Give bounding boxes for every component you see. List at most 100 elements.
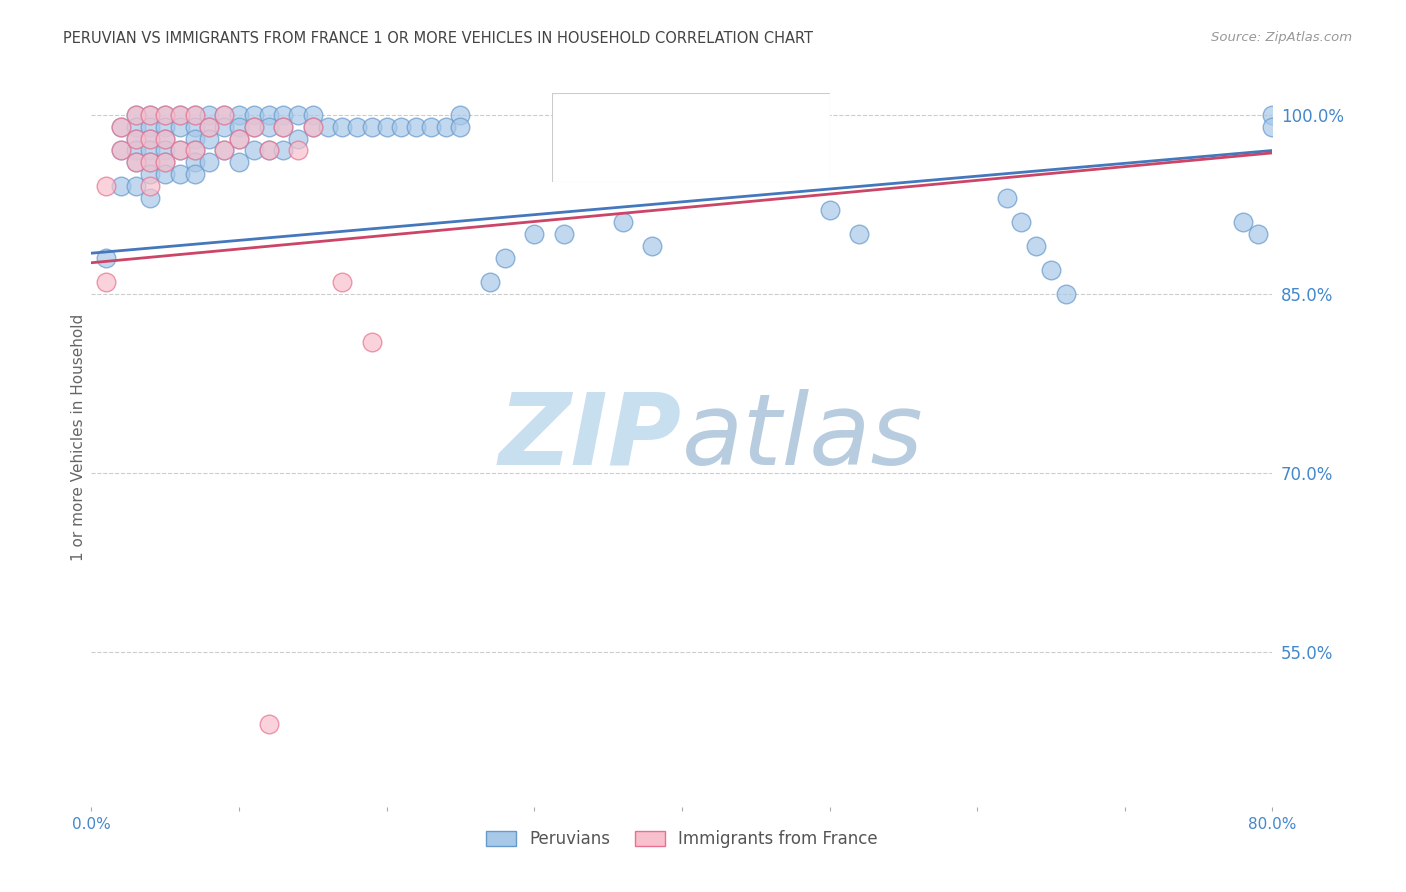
Y-axis label: 1 or more Vehicles in Household: 1 or more Vehicles in Household bbox=[70, 313, 86, 561]
Point bbox=[214, 108, 236, 122]
Point bbox=[124, 131, 148, 145]
Point bbox=[257, 716, 280, 731]
Point bbox=[243, 120, 266, 134]
Point bbox=[110, 120, 132, 134]
Point bbox=[110, 179, 132, 194]
Point bbox=[450, 120, 472, 134]
Point bbox=[389, 120, 413, 134]
Point bbox=[273, 144, 295, 158]
Text: Source: ZipAtlas.com: Source: ZipAtlas.com bbox=[1212, 31, 1353, 45]
Point bbox=[273, 120, 295, 134]
Point bbox=[257, 108, 280, 122]
Point bbox=[124, 155, 148, 169]
Legend: Peruvians, Immigrants from France: Peruvians, Immigrants from France bbox=[479, 823, 884, 855]
Point bbox=[139, 155, 162, 169]
Point bbox=[124, 179, 148, 194]
Point bbox=[139, 144, 162, 158]
Point bbox=[332, 120, 354, 134]
Point bbox=[169, 120, 191, 134]
Point bbox=[153, 131, 177, 145]
Point bbox=[139, 167, 162, 181]
Point bbox=[96, 251, 118, 265]
Point bbox=[641, 239, 664, 253]
Point bbox=[124, 131, 148, 145]
Point bbox=[124, 120, 148, 134]
Text: atlas: atlas bbox=[682, 389, 924, 485]
Point bbox=[1232, 215, 1254, 229]
Point bbox=[169, 144, 191, 158]
Point bbox=[183, 131, 207, 145]
Point bbox=[228, 155, 250, 169]
Point bbox=[153, 155, 177, 169]
Point bbox=[405, 120, 427, 134]
Point bbox=[153, 144, 177, 158]
Point bbox=[169, 108, 191, 122]
Point bbox=[301, 108, 323, 122]
Point bbox=[257, 120, 280, 134]
Point bbox=[139, 120, 162, 134]
Point bbox=[124, 108, 148, 122]
Point bbox=[198, 120, 221, 134]
Point bbox=[198, 131, 221, 145]
Point bbox=[96, 179, 118, 194]
Point bbox=[96, 275, 118, 289]
Point bbox=[1025, 239, 1047, 253]
Point bbox=[139, 131, 162, 145]
Point bbox=[848, 227, 870, 241]
Point bbox=[243, 120, 266, 134]
Point bbox=[139, 108, 162, 122]
Point bbox=[169, 108, 191, 122]
Point bbox=[375, 120, 398, 134]
Point bbox=[1261, 108, 1284, 122]
Point bbox=[450, 108, 472, 122]
Point bbox=[228, 131, 250, 145]
Point bbox=[434, 120, 457, 134]
Point bbox=[183, 108, 207, 122]
Point bbox=[1054, 286, 1077, 301]
Point bbox=[228, 131, 250, 145]
Point bbox=[332, 275, 354, 289]
Point bbox=[198, 108, 221, 122]
Point bbox=[301, 120, 323, 134]
Point bbox=[419, 120, 441, 134]
Point bbox=[153, 108, 177, 122]
Point bbox=[198, 120, 221, 134]
Point bbox=[287, 131, 309, 145]
Point bbox=[153, 131, 177, 145]
Point bbox=[110, 120, 132, 134]
Point bbox=[153, 120, 177, 134]
Point bbox=[139, 191, 162, 205]
Point bbox=[214, 108, 236, 122]
Point bbox=[273, 120, 295, 134]
Point bbox=[243, 144, 266, 158]
Point bbox=[995, 191, 1018, 205]
Point bbox=[153, 155, 177, 169]
Point bbox=[228, 108, 250, 122]
Point bbox=[183, 108, 207, 122]
Point bbox=[228, 120, 250, 134]
Point bbox=[169, 144, 191, 158]
Point bbox=[110, 144, 132, 158]
Point bbox=[183, 144, 207, 158]
Point bbox=[124, 144, 148, 158]
Point bbox=[257, 144, 280, 158]
Text: ZIP: ZIP bbox=[499, 389, 682, 485]
Point bbox=[1261, 120, 1284, 134]
Text: PERUVIAN VS IMMIGRANTS FROM FRANCE 1 OR MORE VEHICLES IN HOUSEHOLD CORRELATION C: PERUVIAN VS IMMIGRANTS FROM FRANCE 1 OR … bbox=[63, 31, 813, 46]
Point bbox=[183, 167, 207, 181]
Point bbox=[214, 120, 236, 134]
Point bbox=[169, 167, 191, 181]
Point bbox=[124, 108, 148, 122]
Point bbox=[1247, 227, 1270, 241]
Point bbox=[214, 144, 236, 158]
Point bbox=[478, 275, 502, 289]
Point bbox=[110, 144, 132, 158]
Point bbox=[183, 120, 207, 134]
Point bbox=[818, 203, 841, 218]
Point bbox=[346, 120, 368, 134]
Point bbox=[316, 120, 339, 134]
Point bbox=[257, 144, 280, 158]
Point bbox=[287, 108, 309, 122]
Point bbox=[553, 227, 575, 241]
Point bbox=[139, 131, 162, 145]
